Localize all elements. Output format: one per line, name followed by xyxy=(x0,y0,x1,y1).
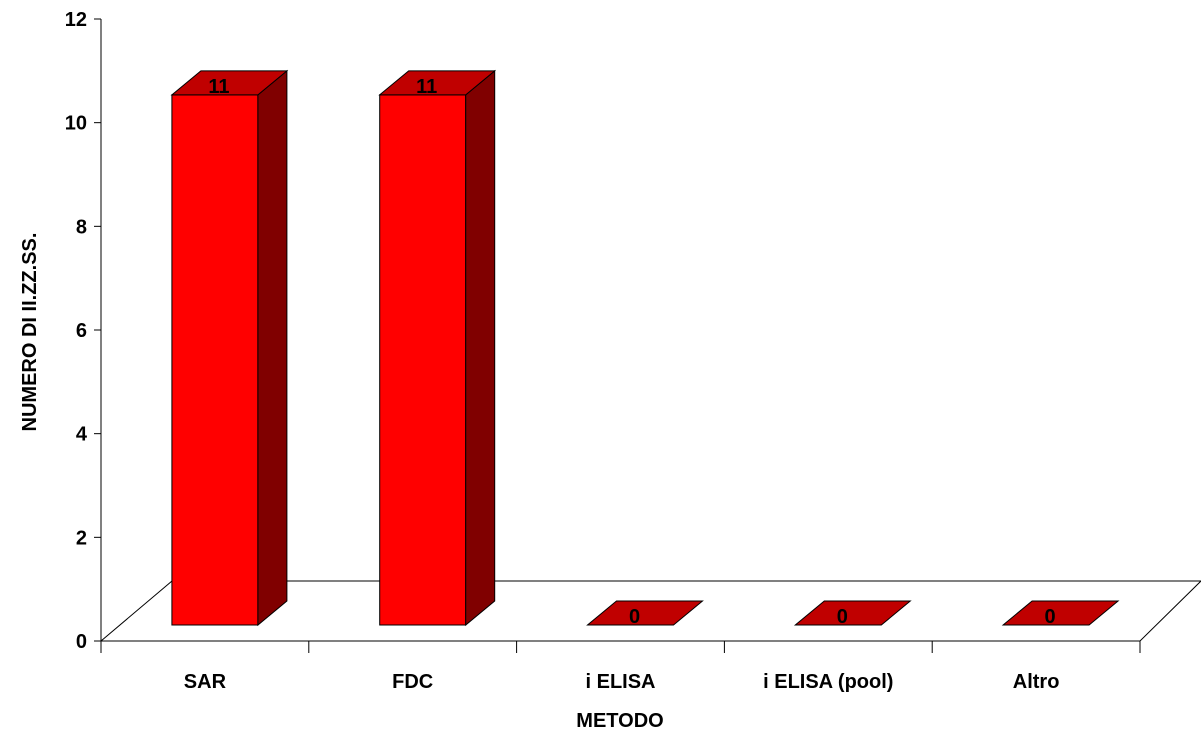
data-label: 0 xyxy=(1045,606,1056,628)
y-axis-title: NUMERO DI II.ZZ.SS. xyxy=(19,233,41,432)
bar xyxy=(1001,600,1120,626)
bar-front xyxy=(379,94,467,626)
axes: 0 2 4 6 8 10 12 SAR FDC i ELISA i ELISA (pool) Altr… xyxy=(65,9,1141,693)
y-tick-label: 0 xyxy=(76,631,87,653)
bar-top xyxy=(793,600,912,626)
bar-top xyxy=(170,70,289,96)
bar xyxy=(170,69,289,627)
data-label: 11 xyxy=(208,76,229,98)
x-tick-label: i ELISA xyxy=(585,671,655,693)
y-tick-label: 4 xyxy=(76,424,88,446)
y-tick-label: 2 xyxy=(76,527,87,549)
x-axis-title: METODO xyxy=(576,710,663,732)
bar xyxy=(793,600,912,626)
x-tick-label: Altro xyxy=(1013,671,1060,693)
y-tick-label: 12 xyxy=(65,9,87,31)
bar xyxy=(378,69,497,627)
bar-top xyxy=(378,70,497,96)
bar-top xyxy=(586,600,704,626)
data-labels: 11 11 0 0 0 xyxy=(208,76,1055,628)
bar xyxy=(586,600,704,626)
bars xyxy=(170,69,1120,627)
data-label: 0 xyxy=(837,606,848,628)
y-tick-label: 6 xyxy=(76,320,87,342)
x-tick-label: i ELISA (pool) xyxy=(763,671,893,693)
y-tick-label: 8 xyxy=(76,216,87,238)
data-label: 11 xyxy=(416,76,437,98)
x-tick-label: FDC xyxy=(392,671,433,693)
y-tick-label: 10 xyxy=(65,113,87,135)
bar-side xyxy=(465,69,496,627)
data-label: 0 xyxy=(629,606,640,628)
bar-front xyxy=(171,94,259,626)
bar-side xyxy=(257,69,288,627)
x-tick-label: SAR xyxy=(184,671,227,693)
bar-top xyxy=(1001,600,1120,626)
